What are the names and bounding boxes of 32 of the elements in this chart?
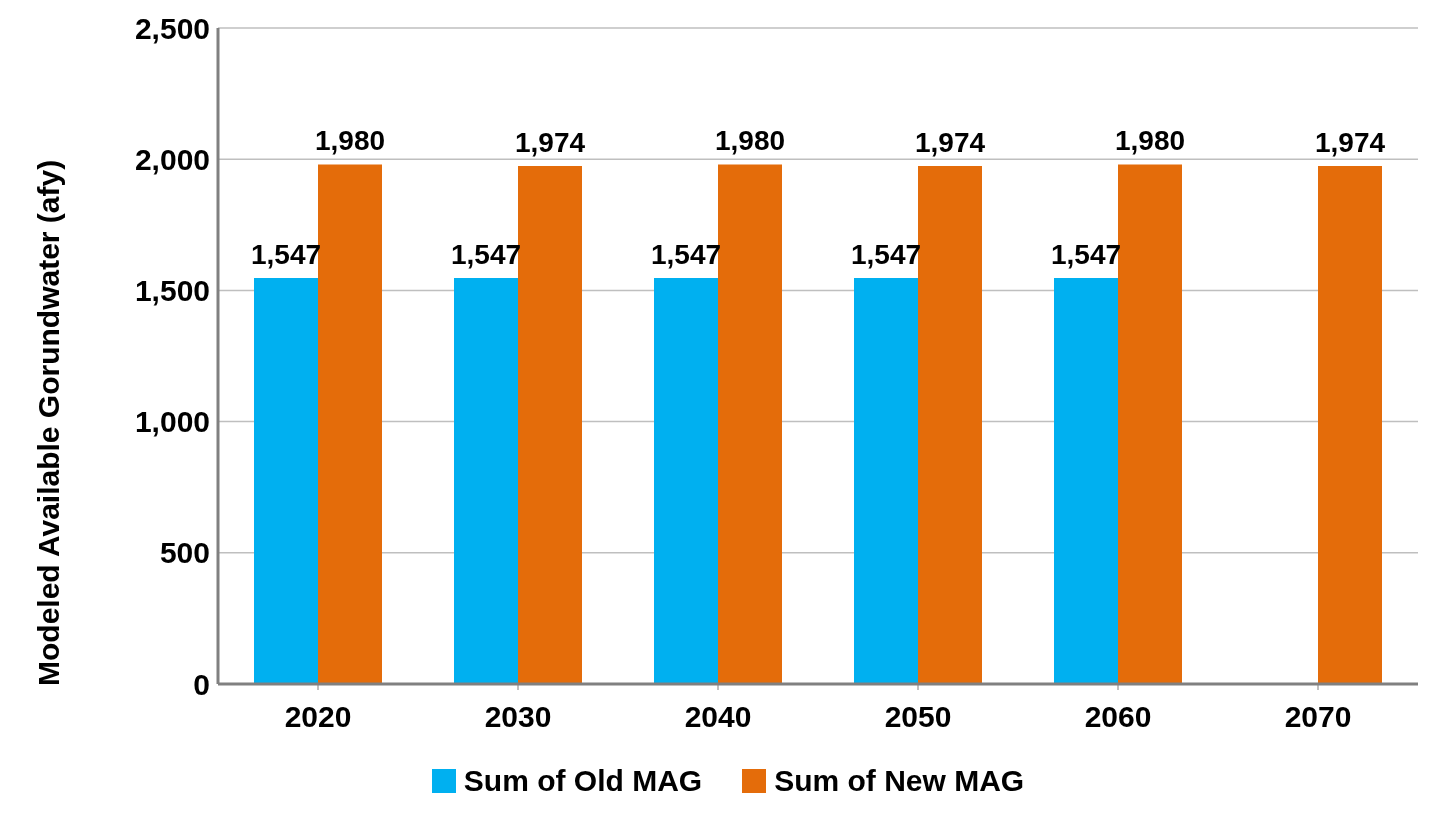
bar bbox=[854, 278, 918, 684]
bar bbox=[918, 166, 982, 684]
y-tick-label: 1,000 bbox=[134, 405, 210, 439]
y-axis-title: Modeled Available Gorundwater (afy) bbox=[31, 159, 65, 686]
data-label: 1,980 bbox=[714, 125, 786, 157]
bar bbox=[518, 166, 582, 684]
x-tick-label: 2070 bbox=[1284, 700, 1352, 734]
legend-label: Sum of Old MAG bbox=[463, 764, 703, 798]
bar bbox=[254, 278, 318, 684]
y-tick-label: 2,500 bbox=[134, 11, 210, 45]
y-tick-label: 2,000 bbox=[134, 142, 210, 176]
x-tick-label: 2020 bbox=[284, 700, 352, 734]
y-tick-label: 1,500 bbox=[134, 274, 210, 308]
data-label: 1,974 bbox=[514, 127, 586, 159]
legend-label: Sum of New MAG bbox=[774, 764, 1025, 798]
bar bbox=[454, 278, 518, 684]
bar bbox=[1318, 166, 1382, 684]
bar bbox=[1054, 278, 1118, 684]
data-label: 1,980 bbox=[1114, 125, 1186, 157]
bar bbox=[318, 164, 382, 684]
data-label: 1,980 bbox=[314, 125, 386, 157]
x-tick-label: 2030 bbox=[484, 700, 552, 734]
y-tick-label: 500 bbox=[159, 536, 210, 570]
x-tick-label: 2040 bbox=[684, 700, 752, 734]
y-tick-label: 0 bbox=[193, 667, 210, 701]
x-tick-label: 2050 bbox=[884, 700, 952, 734]
data-label: 1,974 bbox=[914, 127, 986, 159]
data-label: 1,974 bbox=[1314, 127, 1386, 159]
bar bbox=[718, 164, 782, 684]
bar bbox=[1118, 164, 1182, 684]
bar bbox=[654, 278, 718, 684]
x-tick-label: 2060 bbox=[1084, 700, 1152, 734]
